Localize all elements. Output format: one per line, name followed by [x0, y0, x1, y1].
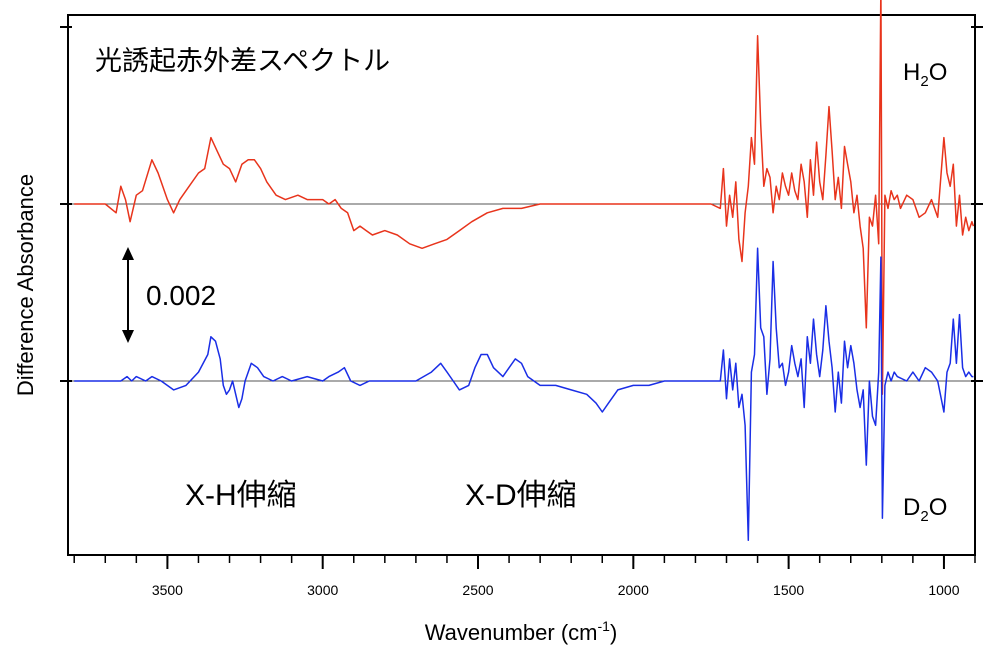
x-tick-label: 3000	[307, 582, 338, 598]
annotation-xh-stretch: X-H伸縮	[185, 479, 297, 512]
x-tick-label: 3500	[152, 582, 183, 598]
scale-bar-label: 0.002	[146, 280, 216, 311]
series-label-h2o: H2O	[903, 59, 947, 90]
y-axis-ticks	[60, 26, 983, 382]
x-tick-label: 1000	[928, 582, 959, 598]
series-label-d2o: D2O	[903, 494, 947, 525]
series-line-d2o	[74, 247, 974, 542]
x-tick-label: 2500	[462, 582, 493, 598]
series-line-h2o	[74, 0, 975, 396]
scale-bar-arrow-up	[122, 247, 134, 260]
x-tick-label: 1500	[773, 582, 804, 598]
annotation-xd-stretch: X-D伸縮	[465, 479, 577, 512]
x-axis-minor-ticks	[73, 555, 976, 563]
y-axis-title: Difference Absorbance	[13, 174, 38, 396]
x-axis-major-ticks	[166, 555, 945, 569]
x-axis-title: Wavenumber (cm-1)	[425, 618, 618, 645]
plot-frame	[67, 14, 976, 556]
scale-bar-arrow-down	[122, 330, 134, 343]
series-lines	[74, 0, 975, 542]
x-axis-tick-labels: 3500 3000 2500 2000 1500 1000	[152, 582, 960, 598]
x-tick-label: 2000	[618, 582, 649, 598]
chart-title: 光誘起赤外差スペクトル	[95, 46, 390, 76]
scale-bar	[122, 247, 134, 343]
